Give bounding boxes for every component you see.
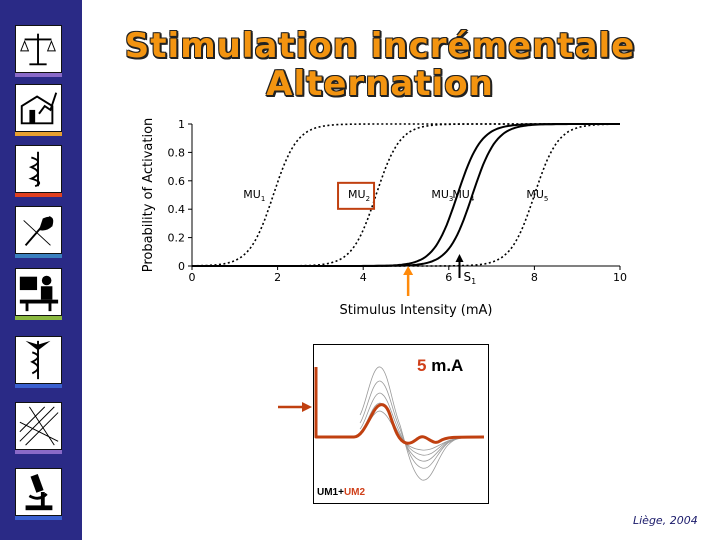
x-tick-label: 4 <box>360 271 367 284</box>
sidebar-divider <box>15 450 62 454</box>
emg-um-trace <box>314 367 485 445</box>
emg-trace-panel <box>313 344 489 504</box>
footer-location: Liège, 2004 <box>633 514 698 527</box>
series-label-mu5: MU5 <box>526 188 548 203</box>
series-label-mu4: MU4 <box>452 188 475 203</box>
sidebar-divider <box>15 73 62 77</box>
curve-mu4 <box>192 123 620 267</box>
x-tick-label: 10 <box>613 271 627 284</box>
series-label-mu3: MU3 <box>431 188 453 203</box>
emg-trace <box>314 366 485 481</box>
stimulus-unit: m.A <box>431 356 464 375</box>
mu2-highlight-box <box>337 181 376 210</box>
y-tick-label: 0.4 <box>168 203 186 216</box>
building-chart-icon[interactable] <box>15 84 62 132</box>
trace-label: UM1+UM2 <box>317 487 365 498</box>
teacher-icon[interactable] <box>15 268 62 316</box>
y-tick-label: 0.8 <box>168 146 186 159</box>
x-tick-label: 0 <box>189 271 196 284</box>
sidebar-divider <box>15 254 62 258</box>
x-tick-label: 6 <box>445 271 452 284</box>
x-tick-label: 8 <box>531 271 538 284</box>
y-tick-label: 0 <box>178 260 185 273</box>
chart-labels: 0 2 4 6 8 10 0 0.2 0.4 0.6 0.8 1 Stimulus Intensity … <box>141 118 627 318</box>
trace-label-um1: UM1+ <box>317 487 344 498</box>
y-tick-label: 0.2 <box>168 232 186 245</box>
title-line-2: Alternation <box>266 64 494 104</box>
x-axis-label: Stimulus Intensity (mA) <box>339 303 492 318</box>
s1-label: S1 <box>464 270 477 286</box>
sidebar-divider <box>15 316 62 320</box>
network-icon[interactable] <box>15 402 62 450</box>
quill-icon[interactable] <box>15 206 62 254</box>
scales-icon[interactable] <box>15 25 62 73</box>
y-tick-label: 0.6 <box>168 175 186 188</box>
y-axis-label: Probability of Activation <box>141 118 156 273</box>
emg-gray-traces <box>359 366 485 481</box>
series-label-mu2: MU2 <box>348 188 370 203</box>
stimulus-value: 5 <box>417 356 427 375</box>
s1-arrowhead <box>455 254 464 262</box>
series-label-mu1: MU1 <box>243 188 265 203</box>
curve-mu5 <box>192 123 620 267</box>
trace-label-um2: UM2 <box>343 487 366 498</box>
stimulus-value-label: 5 m.A <box>417 356 463 376</box>
sidebar-divider <box>15 193 62 197</box>
sidebar-divider <box>15 132 62 136</box>
medical-symbol-icon[interactable] <box>15 336 62 384</box>
stimulus-arrowhead <box>403 266 414 275</box>
microscope-icon[interactable] <box>15 468 62 516</box>
caduceus-icon[interactable] <box>15 145 62 193</box>
title-line-1: Stimulation incrémentale <box>124 26 636 66</box>
chart-curves <box>192 123 620 296</box>
sidebar-divider <box>15 516 62 520</box>
y-tick-label: 1 <box>178 118 185 131</box>
sidebar <box>0 0 82 540</box>
sidebar-divider <box>15 384 62 388</box>
x-tick-label: 2 <box>274 271 281 284</box>
